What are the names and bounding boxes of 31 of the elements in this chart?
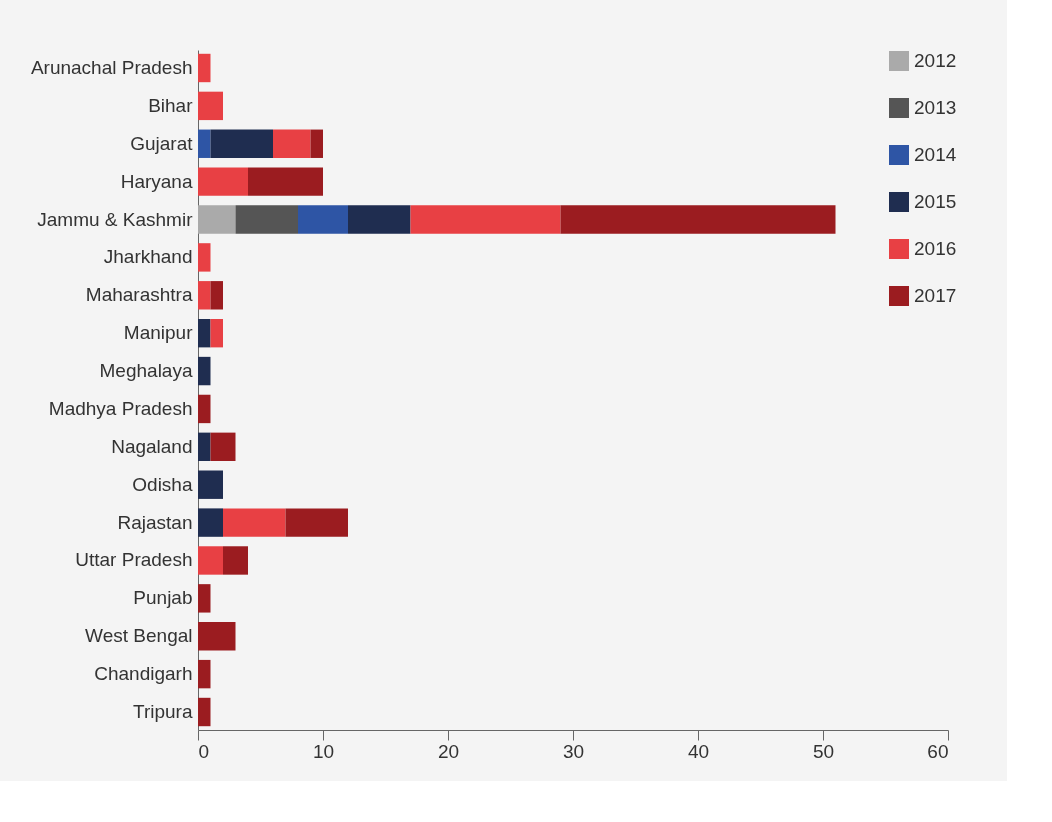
y-tick-label: Rajastan: [117, 511, 193, 533]
legend-label: 2014: [914, 144, 957, 165]
y-tick-label: Tripura: [133, 701, 193, 723]
y-tick-label: Manipur: [123, 322, 194, 344]
legend-label: 2012: [914, 50, 957, 71]
x-tick-label: 60: [927, 740, 949, 762]
y-tick-label: Punjab: [133, 587, 193, 609]
y-tick-label: Nagaland: [111, 435, 193, 457]
y-tick-label: Arunachal Pradesh: [30, 56, 193, 78]
y-tick-label: Madhya Pradesh: [48, 397, 193, 419]
y-tick-label: Jammu & Kashmir: [37, 208, 194, 230]
y-tick-label: Odisha: [132, 473, 193, 495]
y-tick-label: Jharkhand: [103, 246, 193, 268]
x-tick-label: 10: [312, 740, 335, 762]
y-tick-label: Chandigarh: [94, 663, 193, 685]
x-tick-label: 20: [437, 740, 460, 762]
x-tick-label: 40: [687, 740, 710, 762]
x-tick-label: 0: [198, 740, 210, 762]
y-tick-label: Meghalaya: [99, 360, 193, 382]
x-tick-label: 30: [562, 740, 585, 762]
legend-label: 2013: [914, 97, 957, 118]
y-tick-label: Haryana: [120, 170, 193, 192]
legend-label: 2015: [914, 191, 957, 212]
y-tick-label: West Bengal: [85, 625, 193, 647]
y-tick-label: Uttar Pradesh: [75, 549, 193, 571]
y-tick-label: Bihar: [148, 94, 194, 116]
legend-label: 2016: [914, 238, 957, 259]
y-tick-label: Maharashtra: [85, 284, 193, 306]
x-tick-label: 50: [812, 740, 835, 762]
y-tick-label: Gujarat: [130, 132, 194, 154]
legend-label: 2017: [914, 285, 957, 306]
